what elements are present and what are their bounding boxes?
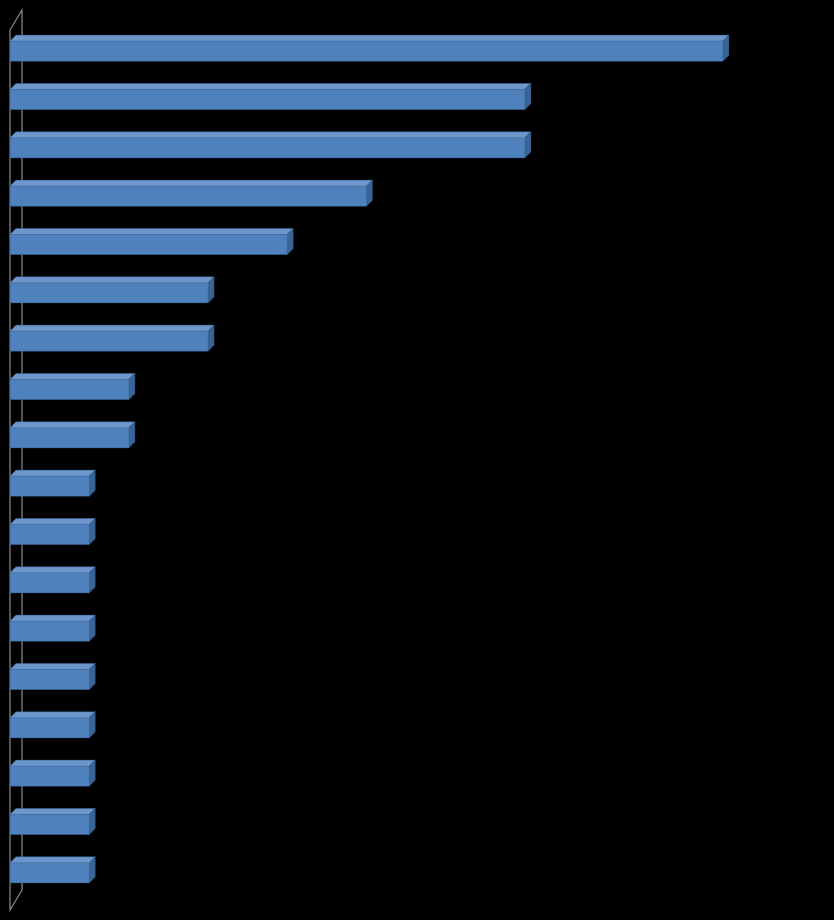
bar — [9, 566, 96, 594]
bar — [9, 759, 96, 787]
bar-top — [9, 324, 215, 332]
bar-front — [9, 620, 90, 642]
bar-top — [9, 518, 96, 525]
bar-top — [9, 808, 96, 815]
bar — [9, 34, 730, 62]
bar-top — [9, 276, 215, 284]
bar-top — [9, 566, 96, 574]
bar — [9, 469, 96, 497]
bar-front — [9, 669, 90, 690]
bar-front — [9, 717, 90, 739]
bar-front — [9, 185, 367, 207]
bar-top — [9, 614, 96, 622]
bar — [9, 82, 532, 111]
bar-front — [9, 89, 526, 110]
bar-top — [9, 711, 96, 719]
bar — [9, 614, 96, 642]
bar-front — [9, 765, 90, 787]
bar — [9, 324, 215, 352]
bar-front — [9, 137, 526, 159]
bar-front — [9, 862, 90, 884]
bar — [9, 807, 96, 836]
bar — [9, 662, 96, 691]
bar — [9, 276, 215, 304]
bar-front — [9, 282, 209, 304]
bar-top — [9, 228, 294, 235]
bar-top — [9, 663, 96, 670]
bar-top — [9, 131, 532, 139]
bar — [9, 711, 96, 739]
bar-front — [9, 475, 90, 497]
bar-front — [9, 379, 130, 400]
bar — [9, 517, 96, 546]
bar-front — [9, 524, 90, 545]
bar-front — [9, 427, 130, 449]
bar-front — [9, 814, 90, 835]
bar-front — [9, 40, 724, 62]
bar-top — [9, 34, 730, 42]
bar-top — [9, 83, 532, 90]
bar-top — [9, 421, 136, 429]
bar-front — [9, 234, 288, 255]
bar — [9, 421, 136, 449]
bar — [9, 131, 532, 159]
axis-wall — [9, 7, 23, 913]
axis-wall-outline — [9, 7, 23, 913]
bar-top — [9, 179, 374, 187]
bar — [9, 856, 96, 884]
bar-top — [9, 469, 96, 477]
bar-top — [9, 856, 96, 864]
bar-top — [9, 759, 96, 767]
bar — [9, 372, 136, 401]
bar — [9, 227, 294, 256]
bar-front — [9, 572, 90, 594]
bar-front — [9, 330, 209, 352]
bar-top — [9, 373, 136, 380]
bar — [9, 179, 374, 207]
